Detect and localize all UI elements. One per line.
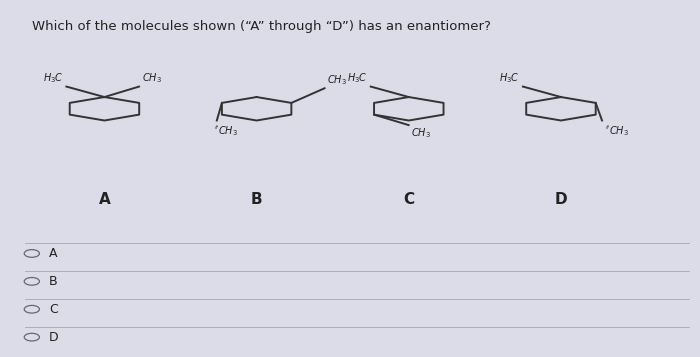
Text: $^{\prime\prime}CH_3$: $^{\prime\prime}CH_3$	[606, 125, 629, 138]
Text: C: C	[403, 192, 414, 207]
Text: D: D	[554, 192, 567, 207]
Text: A: A	[49, 247, 57, 260]
Text: $H_3C$: $H_3C$	[499, 71, 520, 85]
Text: $CH_3$: $CH_3$	[412, 126, 431, 140]
Text: B: B	[49, 275, 57, 288]
Text: B: B	[251, 192, 262, 207]
Text: C: C	[49, 303, 58, 316]
Text: $^{\prime\prime}CH_3$: $^{\prime\prime}CH_3$	[214, 125, 237, 138]
Text: Which of the molecules shown (“A” through “D”) has an enantiomer?: Which of the molecules shown (“A” throug…	[32, 20, 491, 33]
Text: D: D	[49, 331, 59, 344]
Text: A: A	[99, 192, 111, 207]
Text: $H_3C$: $H_3C$	[347, 71, 368, 85]
Text: $CH_3$: $CH_3$	[142, 71, 162, 85]
Text: $CH_3$: $CH_3$	[328, 73, 347, 87]
Text: $H_3C$: $H_3C$	[43, 71, 64, 85]
